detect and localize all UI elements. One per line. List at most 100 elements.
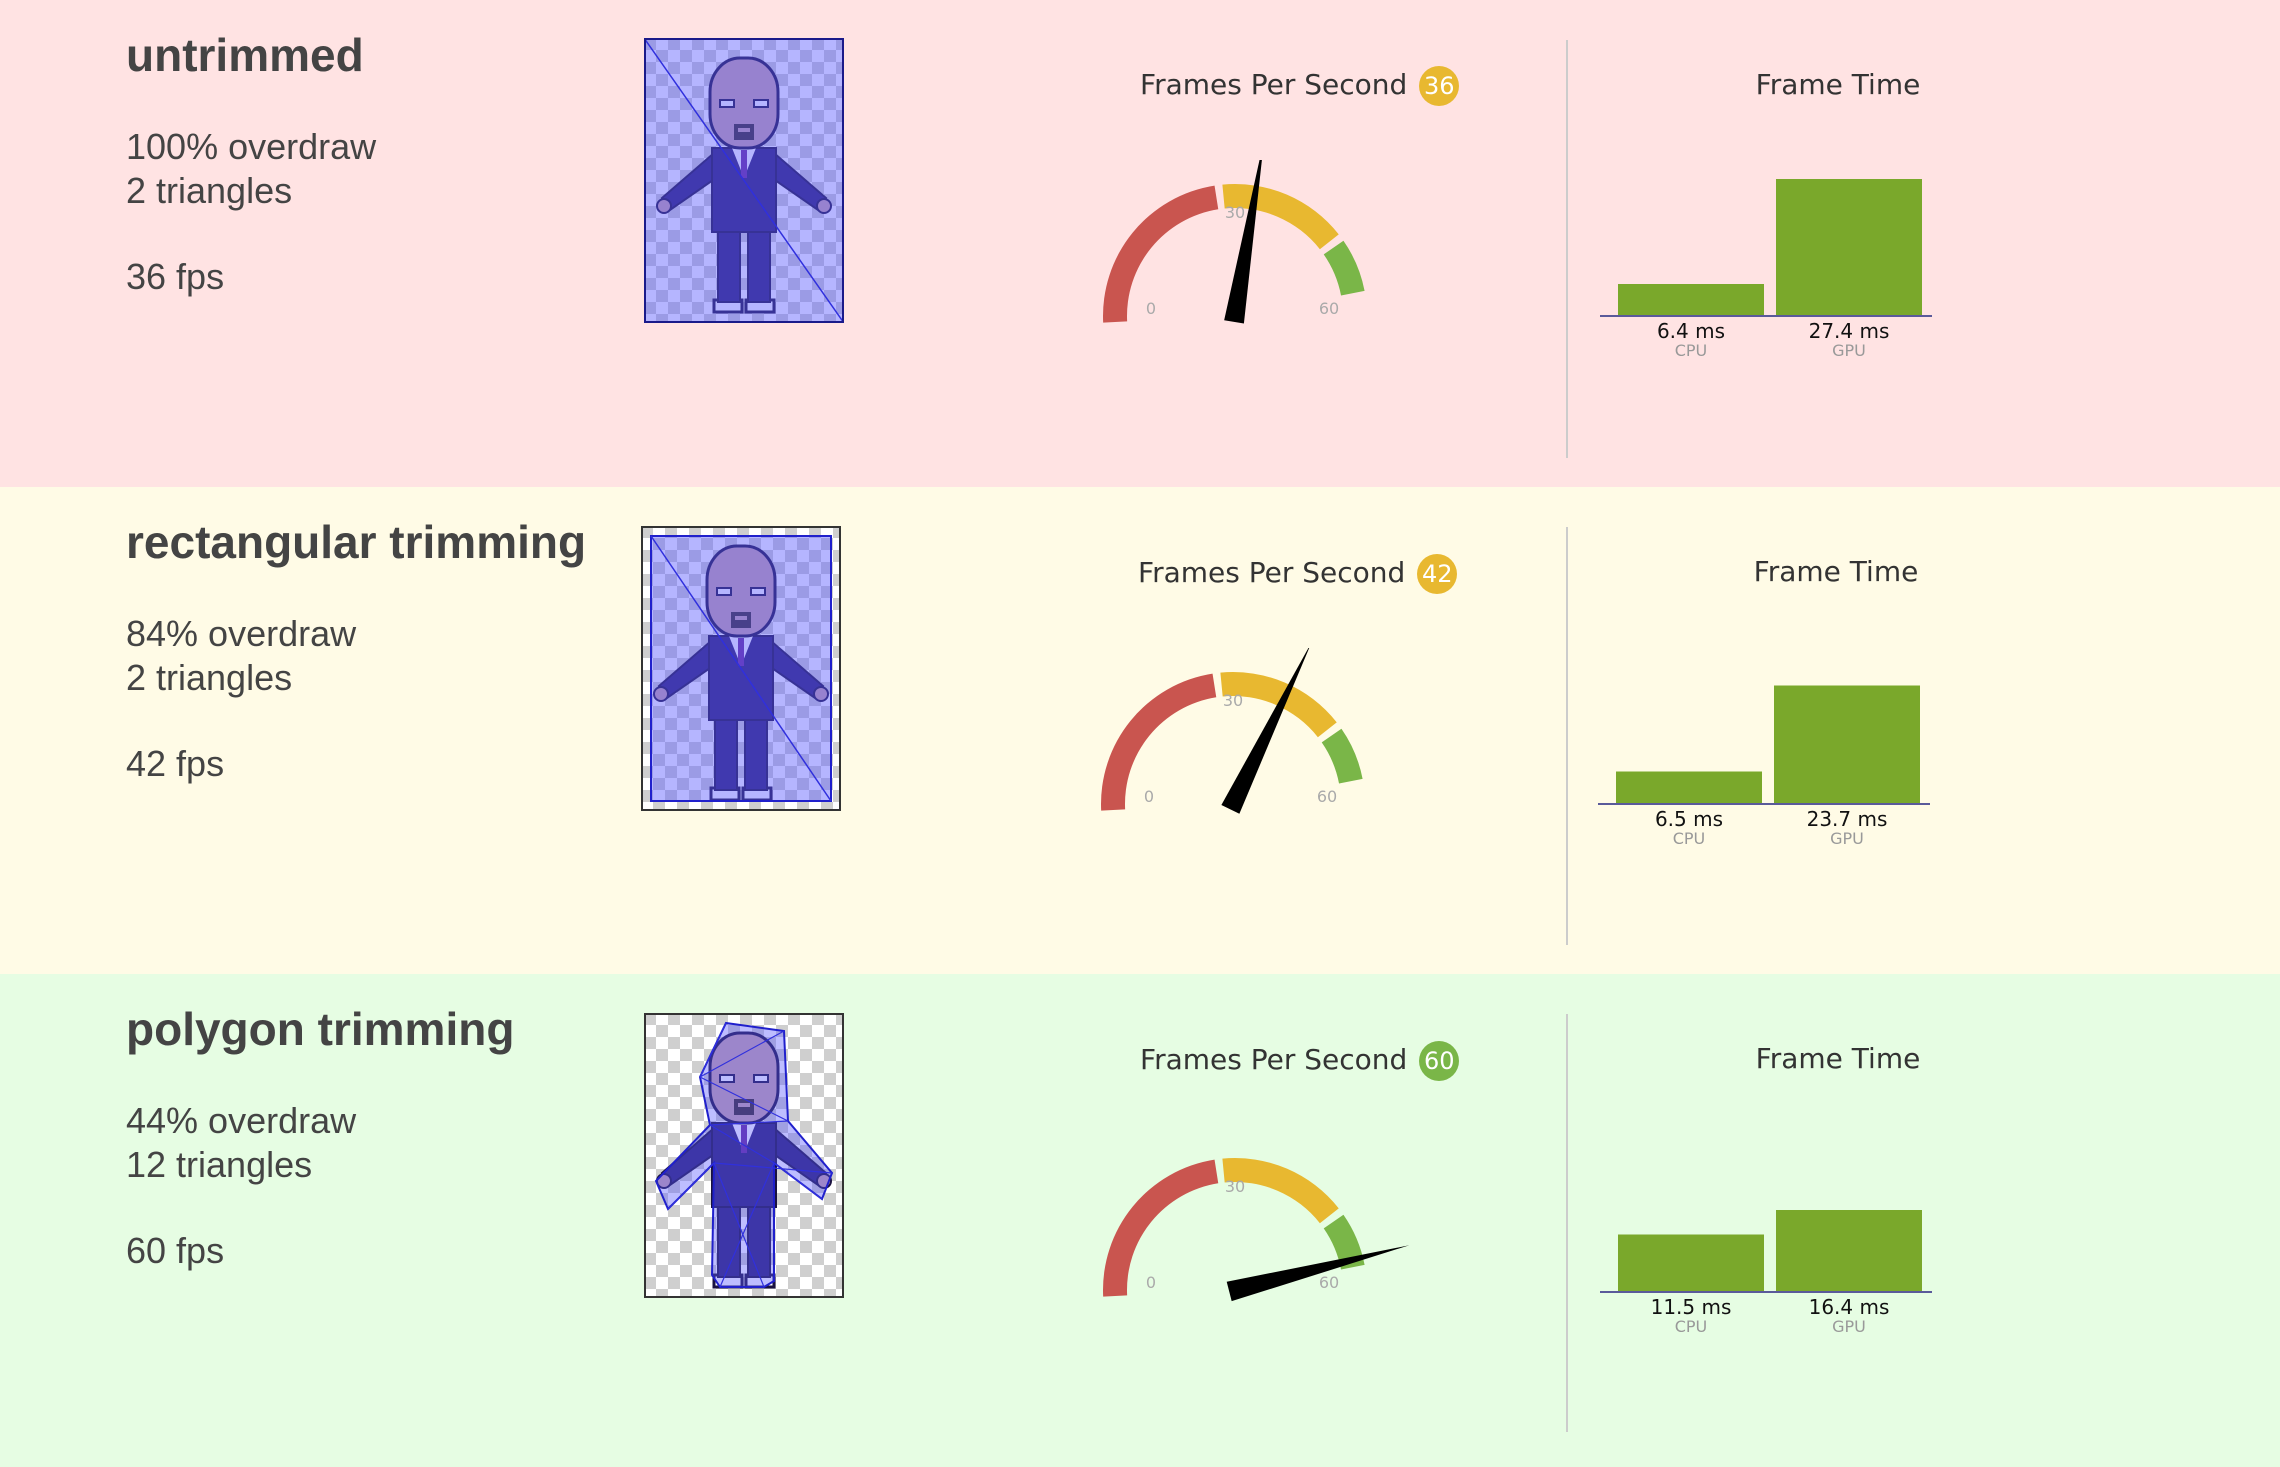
frame-time-chart: 11.5 ms CPU 16.4 ms GPU [1600, 1142, 1950, 1361]
mouth [738, 1103, 750, 1107]
bar-value-label: 16.4 ms [1809, 1295, 1890, 1319]
character [653, 544, 829, 802]
right-eye [753, 1074, 769, 1083]
comparison-row: polygon trimming 44% overdraw 12 triangl… [0, 974, 2280, 1467]
head [705, 544, 777, 638]
fps-badge: 36 [1419, 66, 1460, 106]
bar-category-label: CPU [1675, 1317, 1708, 1336]
gauge-title: Frames Per Second 36 [1140, 66, 1460, 106]
gauge-tick-label: 30 [1225, 203, 1245, 222]
row-title: untrimmed [126, 29, 364, 81]
gauge-title: Frames Per Second 60 [1140, 1041, 1460, 1081]
sprite-border [644, 38, 844, 323]
divider [1566, 527, 1568, 945]
overdraw-text: 100% overdraw [126, 126, 377, 167]
sprite-image [641, 526, 841, 811]
right-eye [753, 99, 769, 108]
bar-gpu [1774, 685, 1920, 804]
right-hand [813, 686, 829, 702]
mouth [735, 616, 747, 620]
sprite-border [644, 1013, 844, 1298]
fps-gauge: 0 30 60 [1080, 138, 1420, 364]
gauge-tick-label: 0 [1146, 299, 1156, 318]
sprite-svg [641, 526, 841, 811]
comparison-row: rectangular trimming 84% overdraw 2 tria… [0, 487, 2280, 974]
sprite-svg [644, 38, 844, 323]
bar-cpu [1618, 284, 1764, 316]
bar-gpu [1776, 179, 1922, 316]
bar-value-label: 6.4 ms [1657, 319, 1725, 343]
gauge-needle [1221, 642, 1312, 814]
character [656, 56, 832, 314]
left-eye [719, 1074, 735, 1083]
gauge-band-low [1103, 185, 1219, 323]
head [708, 56, 780, 150]
gauge-tick-label: 30 [1225, 1177, 1245, 1196]
gauge-label: Frames Per Second [1140, 1043, 1408, 1076]
triangles-text: 2 triangles [126, 170, 293, 211]
gauge-svg: 0 30 60 [1101, 642, 1363, 814]
fps-text: 60 fps [126, 1230, 225, 1271]
gauge-tick-label: 60 [1317, 787, 1337, 806]
trim-edge [713, 1162, 765, 1288]
gauge-tick-label: 60 [1319, 1273, 1339, 1292]
gauge-band-low [1101, 673, 1217, 811]
bar-value-label: 11.5 ms [1651, 1295, 1732, 1319]
sprite-image [644, 1013, 844, 1298]
sprite-border [641, 526, 841, 811]
trim-edge [713, 1162, 833, 1174]
bar-value-label: 27.4 ms [1809, 319, 1890, 343]
overdraw-text: 84% overdraw [126, 613, 357, 654]
mouth [738, 128, 750, 132]
left-hand [653, 686, 669, 702]
gauge-needle [1226, 1245, 1410, 1302]
trim-edge [709, 1120, 789, 1126]
gauge-band-high [1323, 240, 1365, 296]
sprite-svg [644, 1013, 844, 1298]
bar-category-label: CPU [1675, 341, 1708, 360]
trim-polygon [654, 1021, 834, 1288]
fps-badge: 60 [1419, 1041, 1460, 1081]
divider [1566, 40, 1568, 458]
trim-edge [667, 1162, 715, 1210]
row-title: polygon trimming [126, 1003, 515, 1055]
fps-text: 42 fps [126, 743, 225, 784]
bar-category-label: CPU [1673, 829, 1706, 848]
bar-value-label: 6.5 ms [1655, 807, 1723, 831]
overdraw-text: 44% overdraw [126, 1100, 357, 1141]
bar-cpu [1618, 1234, 1764, 1292]
trim-edge [699, 1022, 727, 1078]
frame-time-title: Frame Time [1753, 555, 1919, 588]
comparison-row: untrimmed 100% overdraw 2 triangles 36 f… [0, 0, 2280, 487]
fps-text: 36 fps [126, 256, 225, 297]
gauge-band-low [1103, 1159, 1219, 1297]
bar-category-label: GPU [1832, 1317, 1866, 1336]
trim-edge [719, 1162, 775, 1288]
gauge-svg: 0 30 60 [1103, 1158, 1410, 1302]
gauge-tick-label: 30 [1223, 691, 1243, 710]
gauge-tick-label: 0 [1144, 787, 1154, 806]
fps-gauge: 0 30 60 [1078, 642, 1418, 852]
tie [741, 1125, 747, 1153]
gauge-tick-label: 0 [1146, 1273, 1156, 1292]
gauge-svg: 0 30 60 [1103, 138, 1365, 324]
gauge-label: Frames Per Second [1138, 556, 1406, 589]
right-eye [750, 587, 766, 596]
row-title: rectangular trimming [126, 516, 587, 568]
bar-value-label: 23.7 ms [1807, 807, 1888, 831]
character [656, 1031, 832, 1289]
gauge-title: Frames Per Second 42 [1138, 554, 1458, 594]
gauge-label: Frames Per Second [1140, 68, 1408, 101]
bar-gpu [1776, 1210, 1922, 1292]
divider [1566, 1014, 1568, 1432]
trim-edge [699, 1030, 785, 1078]
bar-category-label: GPU [1830, 829, 1864, 848]
triangles-text: 12 triangles [126, 1144, 313, 1185]
bar-cpu [1616, 771, 1762, 804]
bar-category-label: GPU [1832, 341, 1866, 360]
fps-gauge: 0 30 60 [1080, 1134, 1420, 1338]
frame-time-chart: 6.4 ms CPU 27.4 ms GPU [1600, 166, 1950, 385]
left-eye [719, 99, 735, 108]
